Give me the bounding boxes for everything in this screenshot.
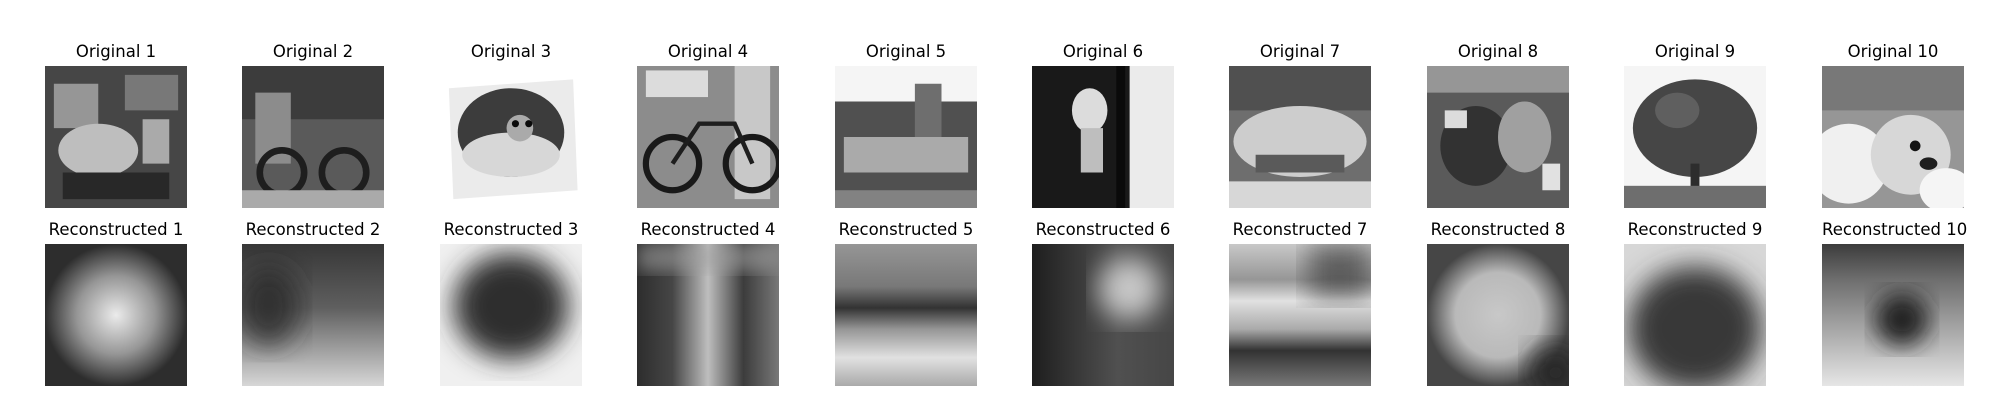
reconstructed-panel-9: Reconstructed 9 (1624, 220, 1766, 386)
panel-title: Original 2 (272, 42, 354, 61)
reconstructed-panel-8: Reconstructed 8 (1427, 220, 1569, 386)
original-image-3 (440, 66, 582, 208)
reconstructed-panel-6: Reconstructed 6 (1032, 220, 1174, 386)
panel-title: Reconstructed 8 (1430, 220, 1566, 239)
original-panel-10: Original 10 (1822, 42, 1964, 208)
original-image-1 (45, 66, 187, 208)
panel-title: Reconstructed 5 (838, 220, 974, 239)
original-image-10 (1822, 66, 1964, 208)
panel-title: Reconstructed 1 (48, 220, 184, 239)
original-panel-7: Original 7 (1229, 42, 1371, 208)
original-image-9 (1624, 66, 1766, 208)
original-image-4 (637, 66, 779, 208)
reconstructed-image-3 (440, 244, 582, 386)
panel-title: Reconstructed 7 (1232, 220, 1368, 239)
panel-title: Original 10 (1847, 42, 1939, 61)
panel-title: Original 6 (1062, 42, 1144, 61)
panel-title: Original 4 (667, 42, 749, 61)
original-image-2 (242, 66, 384, 208)
reconstructed-image-8 (1427, 244, 1569, 386)
original-image-6 (1032, 66, 1174, 208)
original-image-8 (1427, 66, 1569, 208)
panel-title: Reconstructed 10 (1822, 220, 1968, 239)
panel-title: Reconstructed 2 (245, 220, 381, 239)
original-panel-3: Original 3 (440, 42, 582, 208)
original-panel-1: Original 1 (45, 42, 187, 208)
reconstructed-image-7 (1229, 244, 1371, 386)
panel-title: Reconstructed 4 (640, 220, 776, 239)
panel-title: Original 3 (470, 42, 552, 61)
reconstructed-image-2 (242, 244, 384, 386)
original-panel-4: Original 4 (637, 42, 779, 208)
reconstructed-image-6 (1032, 244, 1174, 386)
original-panel-5: Original 5 (835, 42, 977, 208)
original-image-5 (835, 66, 977, 208)
reconstructed-panel-2: Reconstructed 2 (242, 220, 384, 386)
panel-title: Original 1 (75, 42, 157, 61)
panel-title: Original 9 (1654, 42, 1736, 61)
reconstructed-panel-3: Reconstructed 3 (440, 220, 582, 386)
panel-title: Reconstructed 3 (443, 220, 579, 239)
reconstructed-image-1 (45, 244, 187, 386)
panel-title: Reconstructed 6 (1035, 220, 1171, 239)
reconstructed-panel-10: Reconstructed 10 (1822, 220, 1968, 386)
reconstructed-panel-4: Reconstructed 4 (637, 220, 779, 386)
reconstructed-panel-1: Reconstructed 1 (45, 220, 187, 386)
panel-title: Original 8 (1457, 42, 1539, 61)
panel-title: Original 7 (1259, 42, 1341, 61)
panel-title: Original 5 (865, 42, 947, 61)
reconstructed-image-4 (637, 244, 779, 386)
original-panel-6: Original 6 (1032, 42, 1174, 208)
reconstructed-image-9 (1624, 244, 1766, 386)
panel-title: Reconstructed 9 (1627, 220, 1763, 239)
original-panel-2: Original 2 (242, 42, 384, 208)
reconstructed-image-10 (1822, 244, 1964, 386)
reconstructed-panel-7: Reconstructed 7 (1229, 220, 1371, 386)
original-panel-9: Original 9 (1624, 42, 1766, 208)
original-panel-8: Original 8 (1427, 42, 1569, 208)
original-image-7 (1229, 66, 1371, 208)
reconstructed-image-5 (835, 244, 977, 386)
reconstructed-panel-5: Reconstructed 5 (835, 220, 977, 386)
